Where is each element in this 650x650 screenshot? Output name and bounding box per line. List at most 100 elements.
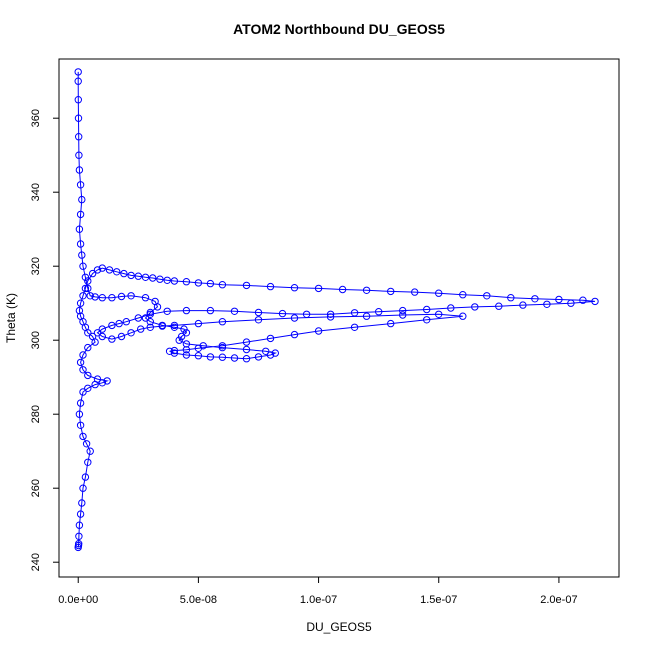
data-point — [182, 306, 191, 315]
data-point — [79, 351, 87, 359]
data-point — [75, 410, 84, 418]
data-point — [93, 266, 102, 274]
data-point — [254, 353, 263, 361]
data-point — [98, 264, 107, 272]
data-point — [314, 284, 323, 293]
data-point — [435, 310, 443, 318]
data-point — [75, 521, 84, 529]
chart-title: ATOM2 Northbound DU_GEOS5 — [233, 21, 445, 37]
data-point — [218, 281, 227, 289]
data-point — [146, 318, 155, 326]
y-tick-label: 320 — [30, 257, 42, 275]
data-point — [567, 299, 575, 307]
data-point — [84, 284, 92, 293]
y-tick-label: 280 — [30, 405, 42, 423]
data-point — [194, 352, 203, 360]
data-point — [88, 269, 97, 278]
data-point — [175, 336, 183, 344]
data-point — [105, 266, 114, 274]
plot-frame — [58, 58, 620, 578]
data-point — [483, 292, 491, 300]
data-point — [79, 292, 87, 300]
data-point — [543, 300, 551, 308]
data-point — [230, 354, 239, 362]
data-point — [182, 351, 191, 359]
data-point — [75, 306, 84, 315]
y-tick-label: 240 — [30, 553, 42, 571]
data-point — [141, 273, 150, 281]
data-point — [266, 334, 275, 343]
data-point — [362, 312, 371, 320]
data-point — [163, 276, 171, 284]
x-tick-label: 0.0e+00 — [58, 594, 98, 606]
y-tick-label: 300 — [30, 331, 42, 349]
data-point — [76, 358, 85, 367]
data-point — [117, 332, 126, 341]
data-point — [170, 277, 179, 285]
data-point — [76, 510, 85, 518]
data-point — [98, 325, 107, 333]
data-point — [141, 294, 150, 302]
x-tick-label: 1.0e-07 — [300, 594, 337, 606]
data-point — [151, 297, 159, 306]
data-point — [266, 351, 275, 359]
y-tick-label: 340 — [30, 183, 42, 201]
data-point — [78, 195, 86, 204]
data-point — [278, 309, 287, 318]
data-point — [74, 77, 82, 85]
data-point — [78, 251, 86, 259]
data-point — [141, 314, 150, 322]
data-point — [242, 338, 251, 346]
y-axis-label: Theta (K) — [4, 293, 18, 343]
data-point — [218, 353, 227, 361]
data-point — [254, 316, 263, 324]
data-point — [108, 321, 116, 330]
data-point — [170, 321, 179, 330]
x-axis: 0.0e+00 5.0e-08 1.0e-07 1.5e-07 2.0e-07 — [58, 577, 578, 606]
data-point — [115, 319, 123, 328]
data-point — [79, 484, 87, 492]
data-point — [326, 310, 335, 318]
data-point — [495, 302, 503, 310]
data-point — [108, 335, 116, 343]
data-point — [242, 355, 251, 363]
data-point — [206, 353, 215, 361]
data-point — [74, 96, 83, 104]
data-point — [206, 306, 215, 315]
data-point — [84, 371, 92, 380]
data-point — [79, 432, 87, 441]
data-point — [127, 271, 135, 280]
data-point — [98, 332, 107, 341]
data-point — [254, 308, 263, 317]
data-point — [182, 329, 191, 337]
data-point — [88, 332, 97, 341]
data-point — [266, 282, 275, 291]
data-point — [79, 262, 87, 270]
data-point — [375, 308, 383, 316]
data-point — [170, 346, 179, 355]
data-point — [242, 345, 251, 354]
data-point — [81, 273, 90, 281]
y-axis: 240 260 280 300 320 340 360 — [30, 109, 59, 571]
data-point — [471, 303, 479, 311]
data-point — [76, 299, 85, 307]
x-axis-label: DU_GEOS5 — [306, 620, 372, 634]
x-tick-label: 1.5e-07 — [420, 594, 457, 606]
x-tick-label: 5.0e-08 — [180, 594, 217, 606]
data-point — [74, 68, 82, 76]
data-point — [137, 325, 145, 333]
data-point — [86, 292, 94, 300]
data-point — [84, 458, 92, 466]
data-point — [76, 421, 85, 429]
data-point — [84, 277, 92, 285]
data-point — [76, 240, 85, 248]
data-point — [93, 329, 102, 337]
data-point — [314, 327, 323, 335]
data-point — [206, 279, 215, 288]
data-point — [326, 313, 335, 321]
data-point — [218, 343, 227, 352]
data-point — [134, 272, 143, 280]
data-point — [447, 304, 455, 312]
data-point — [519, 301, 527, 309]
